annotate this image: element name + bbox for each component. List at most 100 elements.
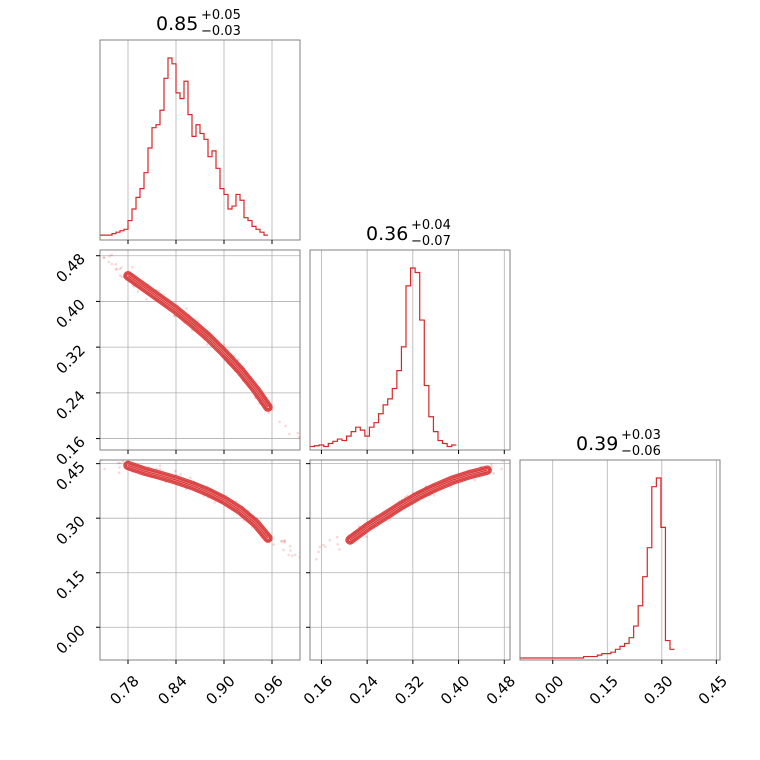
histogram-1 xyxy=(310,267,457,448)
sample-point xyxy=(116,453,119,456)
sample-point xyxy=(95,249,98,252)
y-tick-label-2-2: 0.30 xyxy=(52,512,88,548)
sample-point xyxy=(110,253,113,257)
sample-point xyxy=(432,494,436,497)
x-tick-label-2-2: 0.30 xyxy=(640,672,676,708)
y-tick-label-2-0: 0.00 xyxy=(52,621,88,657)
panel-frame-1-0 xyxy=(99,249,301,451)
sample-point xyxy=(102,255,106,259)
sample-point xyxy=(513,455,516,458)
sample-point xyxy=(500,467,503,471)
sample-point xyxy=(283,541,286,544)
sample-point xyxy=(205,343,209,346)
sample-point xyxy=(158,464,162,468)
sample-point xyxy=(282,548,285,552)
sample-point xyxy=(317,550,320,554)
x-tick-label-1-1: 0.24 xyxy=(346,672,382,708)
sample-point xyxy=(118,461,122,465)
sample-point xyxy=(130,453,133,456)
contour-core xyxy=(127,275,269,408)
sample-point xyxy=(114,268,118,271)
panel-title-1: 0.36 xyxy=(366,223,408,245)
sample-point xyxy=(293,553,297,557)
panel-2-2: 0.39 +0.03−0.06 0.00 0.15 0.30 0.45 xyxy=(519,428,731,708)
sample-point xyxy=(117,471,121,474)
panel-frame-2-0 xyxy=(99,459,301,661)
sample-point xyxy=(284,424,287,428)
sample-point xyxy=(108,254,111,258)
sample-point xyxy=(97,242,100,245)
sample-point xyxy=(107,260,111,264)
y-tick-label-1-4: 0.48 xyxy=(52,250,88,286)
y-tick-label-2-1: 0.15 xyxy=(52,567,88,603)
x-tick-label-0-0: 0.78 xyxy=(106,672,142,708)
sample-point xyxy=(290,554,294,558)
histogram-2 xyxy=(520,477,675,659)
sample-point xyxy=(280,540,284,543)
x-tick-label-1-4: 0.48 xyxy=(483,672,519,708)
sample-point xyxy=(323,545,327,548)
sample-point xyxy=(523,455,526,458)
sample-point xyxy=(283,539,286,542)
x-tick-label-0-1: 0.84 xyxy=(154,672,190,708)
title-minus-0: −0.03 xyxy=(201,24,241,39)
y-tick-label-1-1: 0.24 xyxy=(52,387,88,423)
sample-point xyxy=(118,466,121,469)
sample-point xyxy=(185,307,188,310)
x-tick-label-2-1: 0.15 xyxy=(586,672,622,708)
y-tick-label-1-3: 0.40 xyxy=(52,296,88,332)
sample-point xyxy=(121,460,125,463)
samples-1-0 xyxy=(95,242,306,439)
sample-point xyxy=(318,545,322,549)
y-tick-label-2-3: 0.45 xyxy=(52,458,88,494)
sample-point xyxy=(279,539,283,543)
sample-point xyxy=(115,267,119,271)
sample-point xyxy=(283,539,287,543)
sample-point xyxy=(102,256,106,260)
title-plus-2: +0.03 xyxy=(621,428,661,443)
sample-point xyxy=(236,358,240,362)
sample-point xyxy=(321,543,325,547)
panel-frame-2-1 xyxy=(309,459,511,661)
sample-point xyxy=(497,454,500,457)
sample-point xyxy=(155,467,158,470)
samples-2-0 xyxy=(96,444,300,559)
x-tick-label-0-2: 0.90 xyxy=(202,672,238,708)
sample-point xyxy=(110,262,114,266)
panel-1-1: 0.36 +0.04−0.07 xyxy=(309,218,511,454)
sample-point xyxy=(315,557,318,561)
sample-point xyxy=(179,473,183,476)
sample-point xyxy=(108,451,111,454)
sample-point xyxy=(388,518,392,521)
sample-point xyxy=(114,263,118,266)
sample-point xyxy=(116,461,120,465)
sample-point xyxy=(511,448,514,451)
sample-point xyxy=(136,290,140,293)
sample-point xyxy=(102,242,105,245)
panel-0-0: 0.85 +0.05−0.03 xyxy=(99,8,301,244)
sample-point xyxy=(278,420,281,424)
x-tick-label-1-0: 0.16 xyxy=(300,672,336,708)
contour-level-0 xyxy=(123,460,273,543)
title-plus-1: +0.04 xyxy=(411,218,451,233)
sample-point xyxy=(501,460,504,463)
sample-point xyxy=(296,431,300,435)
contour-level-0 xyxy=(123,271,273,412)
panel-frame-1-1 xyxy=(309,249,511,451)
sample-point xyxy=(336,543,340,546)
sample-point xyxy=(145,297,148,301)
sample-point xyxy=(473,478,477,482)
sample-point xyxy=(118,274,122,277)
x-tick-label-1-2: 0.32 xyxy=(391,672,427,708)
sample-point xyxy=(272,543,276,546)
x-tick-label-2-3: 0.45 xyxy=(695,672,731,708)
contour-core xyxy=(349,469,488,541)
title-plus-0: +0.05 xyxy=(201,8,241,23)
sample-point xyxy=(303,436,306,439)
sample-point xyxy=(492,472,496,475)
sample-point xyxy=(490,462,493,466)
sample-point xyxy=(96,444,99,447)
panel-frame-2-2 xyxy=(519,459,721,661)
panel-1-0: 0.160.240.320.400.48 xyxy=(52,242,306,469)
